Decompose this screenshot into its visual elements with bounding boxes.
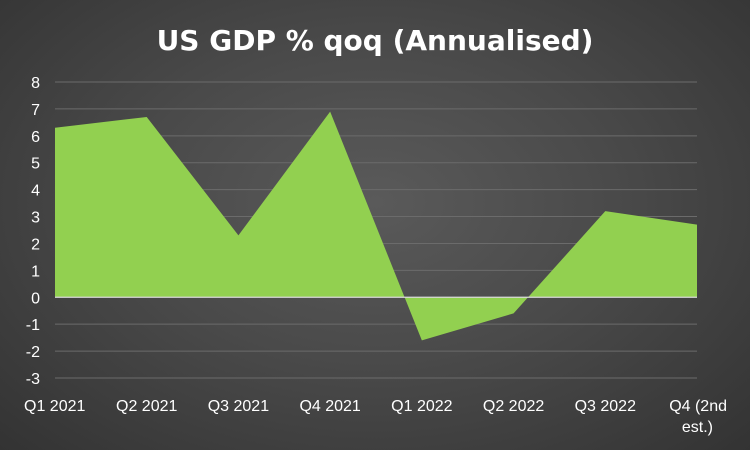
y-tick-label: 7 <box>31 102 40 119</box>
y-tick-label: 4 <box>31 183 40 200</box>
y-tick-label: 5 <box>31 156 40 173</box>
x-tick-label: Q4 (2nd est.) <box>669 398 727 436</box>
x-tick-label: Q3 2022 <box>575 398 636 415</box>
y-tick-label: 8 <box>31 75 40 92</box>
y-tick-label: 6 <box>31 129 40 146</box>
series-area <box>55 111 697 341</box>
x-tick-label: Q4 2021 <box>299 398 360 415</box>
y-tick-label: -2 <box>26 344 40 361</box>
y-tick-label: 3 <box>31 210 40 227</box>
x-tick-label: Q2 2022 <box>483 398 544 415</box>
chart-title: US GDP % qoq (Annualised) <box>157 24 594 57</box>
x-axis-ticks: Q1 2021 Q2 2021 Q3 2021 Q4 2021 Q1 2022 Q2 20… <box>24 398 727 436</box>
x-tick-label: Q1 2021 <box>24 398 85 415</box>
x-tick-label: Q2 2021 <box>116 398 177 415</box>
y-tick-label: -3 <box>26 371 40 388</box>
y-tick-label: 2 <box>31 236 40 253</box>
x-tick-label: Q3 2021 <box>208 398 269 415</box>
x-tick-label: Q1 2022 <box>391 398 452 415</box>
y-tick-label: -1 <box>26 317 40 334</box>
y-tick-label: 0 <box>31 290 40 307</box>
y-tick-label: 1 <box>31 263 40 280</box>
y-axis-ticks: 8 7 6 5 4 3 2 1 0 -1 -2 -3 <box>26 75 40 388</box>
